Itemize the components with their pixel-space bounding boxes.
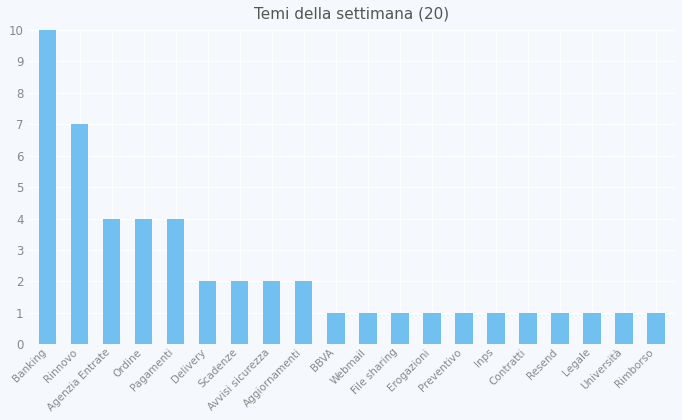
Bar: [71, 124, 89, 344]
Bar: [103, 218, 121, 344]
Bar: [231, 281, 248, 344]
Bar: [519, 313, 537, 344]
Bar: [327, 313, 344, 344]
Title: Temi della settimana (20): Temi della settimana (20): [254, 7, 449, 22]
Bar: [135, 218, 152, 344]
Bar: [487, 313, 505, 344]
Bar: [263, 281, 280, 344]
Bar: [199, 281, 216, 344]
Bar: [39, 30, 57, 344]
Bar: [391, 313, 409, 344]
Bar: [359, 313, 376, 344]
Bar: [583, 313, 601, 344]
Bar: [167, 218, 184, 344]
Bar: [615, 313, 633, 344]
Bar: [295, 281, 312, 344]
Bar: [455, 313, 473, 344]
Bar: [551, 313, 569, 344]
Bar: [647, 313, 665, 344]
Bar: [423, 313, 441, 344]
